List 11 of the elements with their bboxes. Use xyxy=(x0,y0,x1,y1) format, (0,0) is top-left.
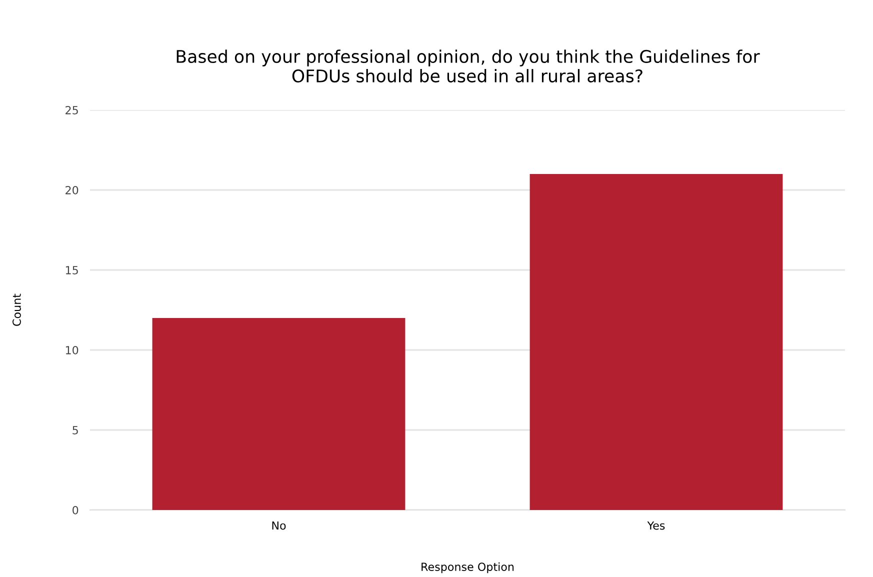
chart-title: Based on your professional opinion, do you think the Guidelines for OFDUs should be used in all rural areas? xyxy=(176,50,760,82)
y-tick-label: 25 xyxy=(66,106,78,114)
y-tick-label: 20 xyxy=(66,186,78,194)
y-tick-label: 10 xyxy=(66,346,78,354)
x-axis-title: Response Option xyxy=(422,562,514,574)
x-tick-label: Yes xyxy=(647,521,665,530)
y-tick-label: 5 xyxy=(72,426,78,434)
y-tick-label: 0 xyxy=(72,506,78,514)
y-axis-title: Count xyxy=(12,294,21,326)
x-tick-label: No xyxy=(272,521,286,530)
y-tick-label: 15 xyxy=(66,266,78,274)
